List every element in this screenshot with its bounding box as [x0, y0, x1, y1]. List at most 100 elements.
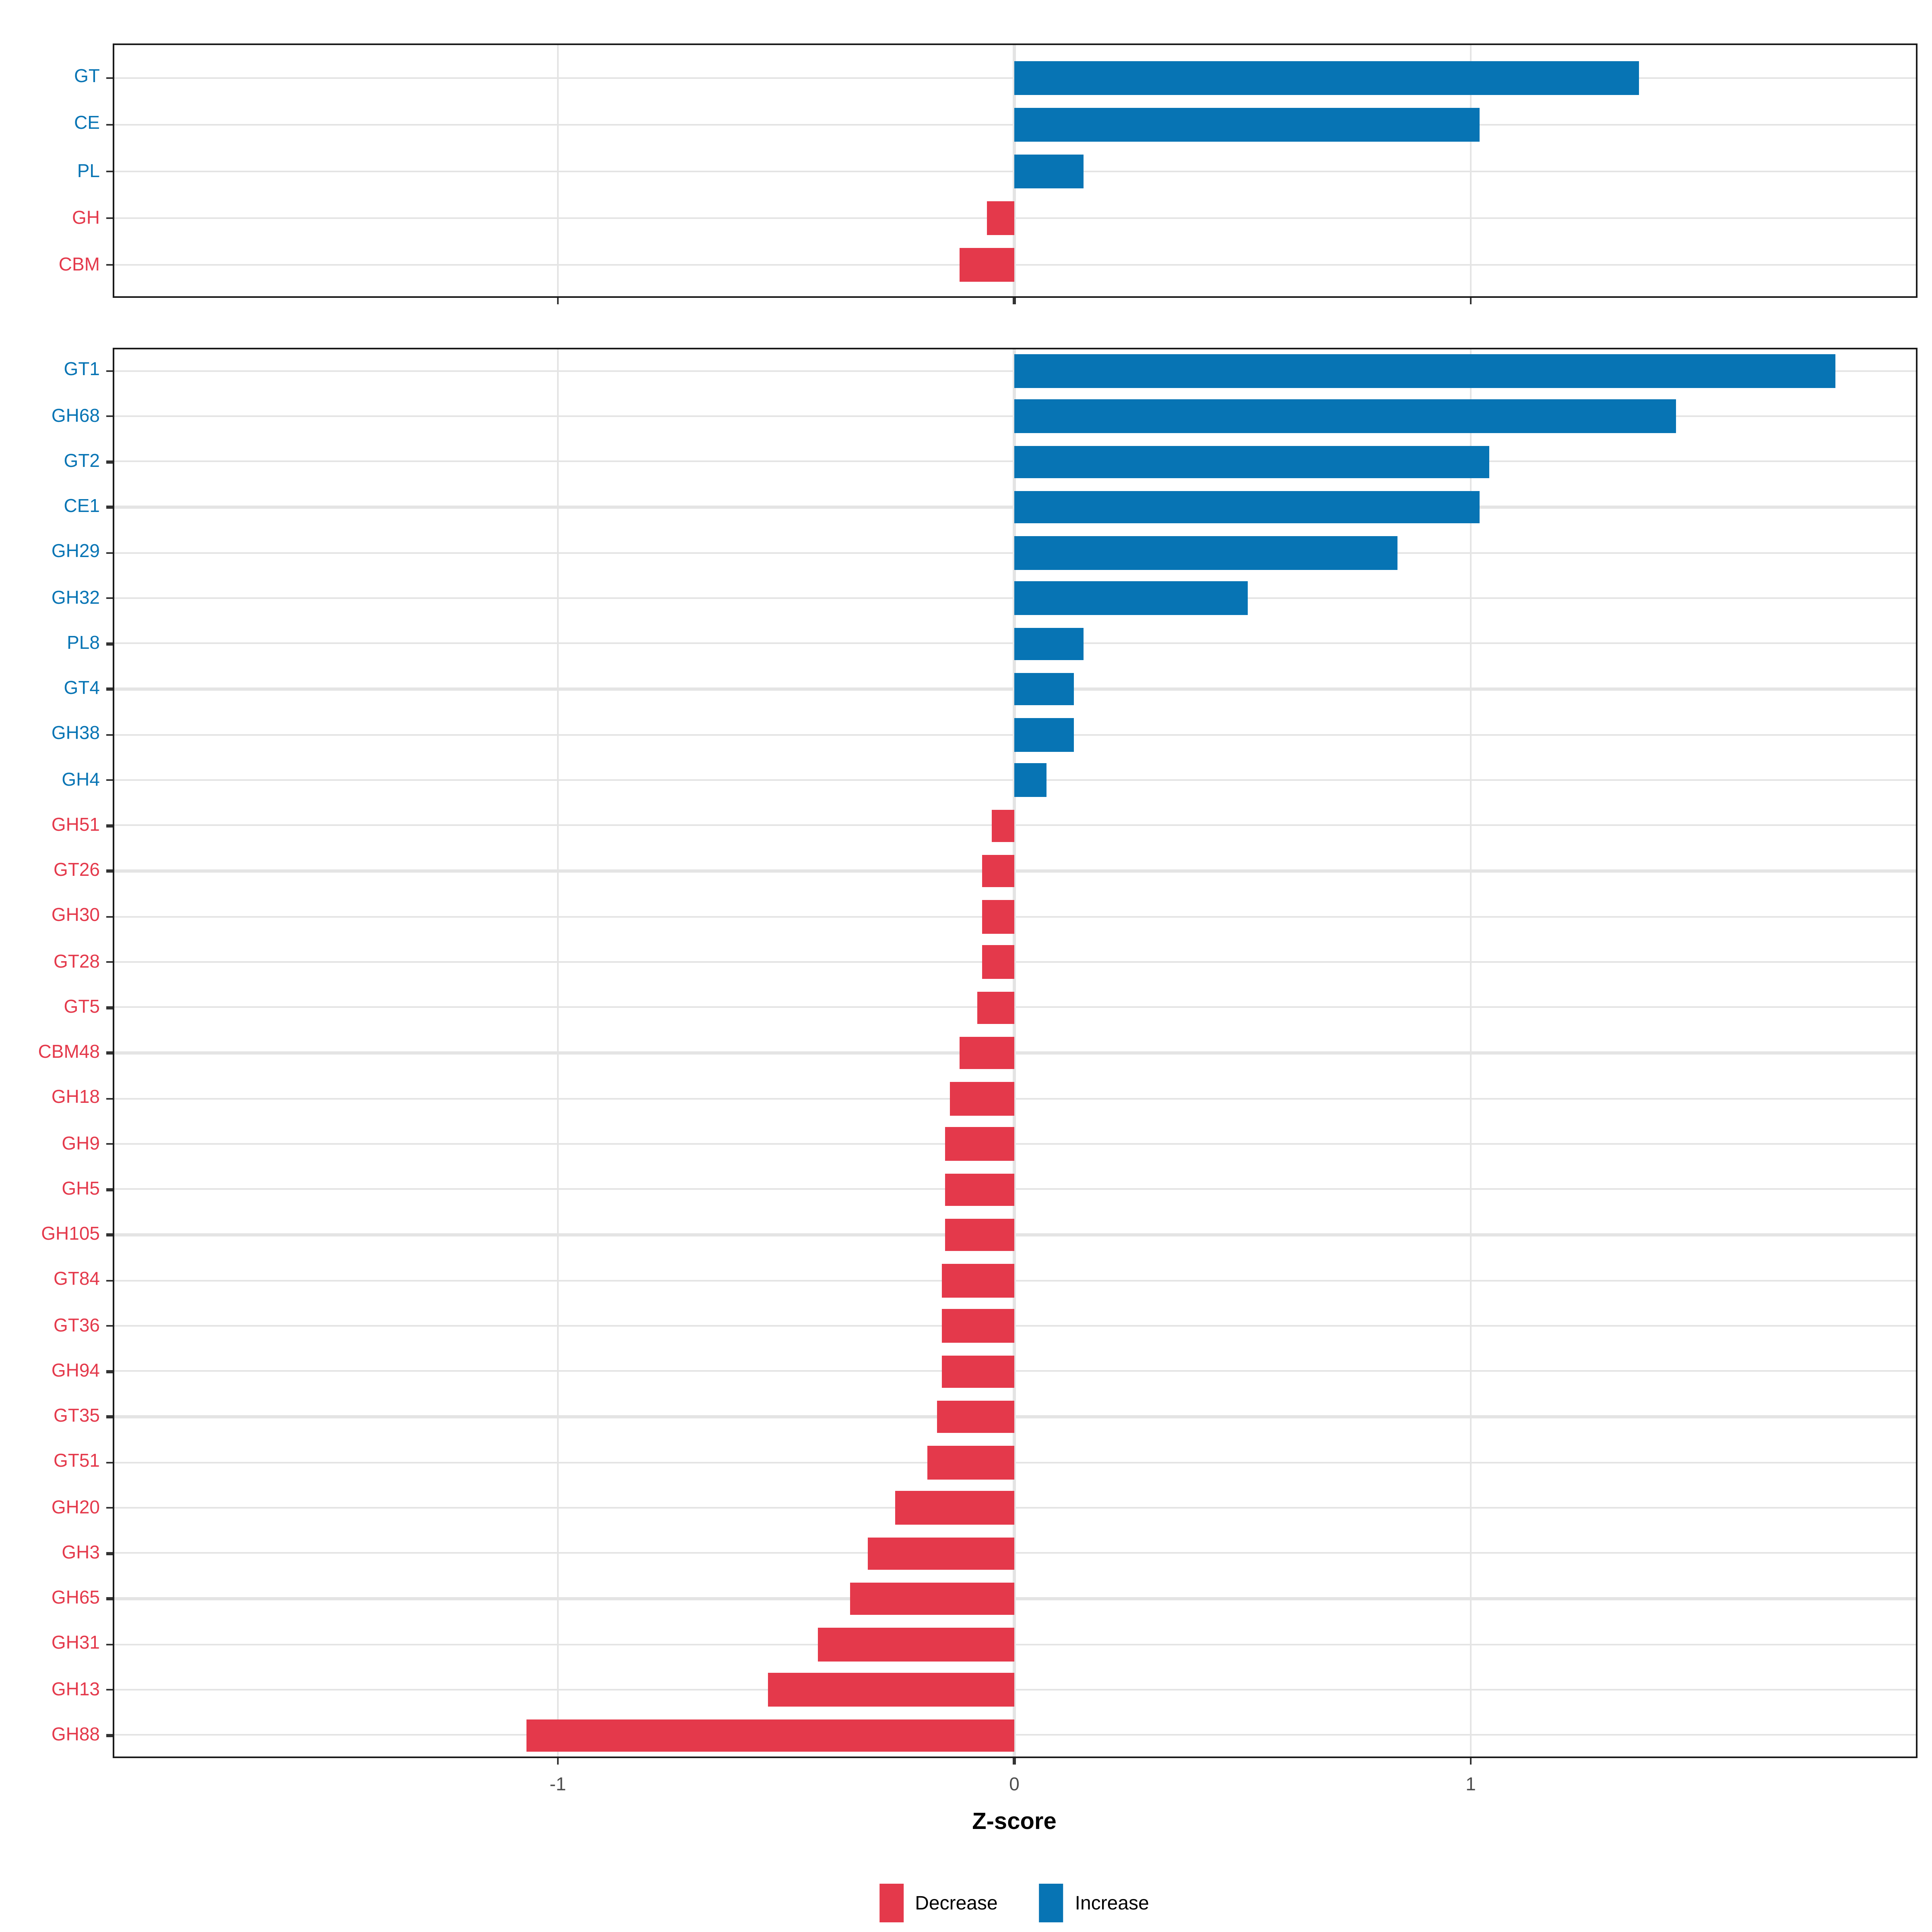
bar-gh38 — [1014, 718, 1074, 751]
y-tick-gh105 — [105, 1234, 113, 1236]
gridline-y-gh20 — [113, 1507, 1918, 1509]
bar-gh51 — [991, 809, 1014, 842]
gridline-x-0 — [1013, 43, 1016, 297]
gridline-y-gt5 — [113, 1006, 1918, 1009]
category-label-gh5: GH5 — [62, 1180, 100, 1199]
category-label-gh32: GH32 — [51, 588, 100, 608]
gridline-y-gh94 — [113, 1370, 1918, 1373]
y-tick-gh38 — [105, 733, 113, 736]
y-tick-gt — [105, 76, 113, 79]
category-label-gh31: GH31 — [51, 1635, 100, 1654]
bar-gt28 — [982, 945, 1014, 978]
bar-gt84 — [941, 1264, 1014, 1297]
y-tick-gh31 — [105, 1643, 113, 1645]
bar-gh31 — [818, 1628, 1014, 1661]
category-label-gt: GT — [74, 68, 100, 88]
category-label-gh29: GH29 — [51, 543, 100, 562]
gridline-y-gt35 — [113, 1416, 1918, 1418]
y-tick-gh9 — [105, 1143, 113, 1145]
gridline-y-gh105 — [113, 1234, 1918, 1236]
legend-key-decrease-swatch — [879, 1884, 904, 1922]
y-tick-gh65 — [105, 1598, 113, 1600]
bar-gh4 — [1014, 764, 1046, 797]
category-label-gh65: GH65 — [51, 1589, 100, 1608]
y-tick-gh4 — [105, 779, 113, 781]
gridline-x-1 — [1470, 43, 1472, 297]
gridline-y-gh — [113, 217, 1918, 220]
y-tick-ce1 — [105, 506, 113, 508]
y-tick-pl — [105, 170, 113, 173]
bar-gt — [1014, 61, 1640, 95]
bar-gh20 — [896, 1491, 1014, 1524]
category-label-cbm: CBM — [58, 255, 100, 275]
gridline-y-gh13 — [113, 1688, 1918, 1691]
gridline-y-cbm — [113, 264, 1918, 266]
y-tick-gh88 — [105, 1734, 113, 1736]
legend-item-increase: Increase — [1039, 1884, 1149, 1922]
y-tick-ce — [105, 123, 113, 126]
y-tick-gh94 — [105, 1370, 113, 1373]
gridline-y-gh88 — [113, 1734, 1918, 1736]
category-label-gh20: GH20 — [51, 1498, 100, 1517]
bar-gt35 — [937, 1400, 1014, 1433]
bar-gh105 — [945, 1218, 1014, 1251]
category-label-gt1: GT1 — [64, 361, 100, 380]
category-label-gh18: GH18 — [51, 1089, 100, 1108]
legend-item-decrease: Decrease — [879, 1884, 998, 1922]
category-label-gh13: GH13 — [51, 1680, 100, 1699]
y-tick-cbm — [105, 264, 113, 266]
category-label-ce1: CE1 — [64, 497, 100, 517]
category-label-gt36: GT36 — [53, 1316, 100, 1335]
y-tick-gt35 — [105, 1416, 113, 1418]
bar-gt1 — [1014, 354, 1836, 387]
y-tick-gt26 — [105, 870, 113, 872]
bar-gh30 — [982, 900, 1014, 933]
bar-pl8 — [1014, 627, 1083, 660]
category-label-gh: GH — [72, 208, 100, 228]
category-label-gt2: GT2 — [64, 452, 100, 471]
y-tick-gh29 — [105, 551, 113, 554]
gridline-y-gh18 — [113, 1097, 1918, 1100]
gridline-y-gt28 — [113, 961, 1918, 963]
gridline-y-gh31 — [113, 1643, 1918, 1645]
bar-gh — [987, 202, 1014, 235]
legend: Decrease Increase — [879, 1884, 1149, 1922]
y-tick-cbm48 — [105, 1052, 113, 1054]
y-tick-gh5 — [105, 1188, 113, 1191]
bar-gh3 — [868, 1537, 1014, 1570]
bar-gh94 — [941, 1355, 1014, 1388]
x-tick--1 — [557, 297, 559, 303]
category-label-gt35: GT35 — [53, 1407, 100, 1426]
bar-gh29 — [1014, 536, 1398, 569]
category-label-gh51: GH51 — [51, 816, 100, 835]
gridline-y-gt51 — [113, 1461, 1918, 1463]
x-tick-1 — [1470, 1758, 1472, 1765]
bar-gh13 — [768, 1673, 1014, 1706]
category-label-pl: PL — [77, 162, 100, 181]
bar-gh9 — [945, 1127, 1014, 1160]
y-tick-gh3 — [105, 1552, 113, 1554]
bar-gh65 — [850, 1582, 1014, 1615]
y-tick-gt28 — [105, 961, 113, 963]
gridline-y-cbm48 — [113, 1052, 1918, 1054]
category-label-gt84: GT84 — [53, 1271, 100, 1290]
gridline-y-gh9 — [113, 1143, 1918, 1145]
panel-cazyme-classes — [113, 43, 1918, 297]
y-tick-gt4 — [105, 688, 113, 690]
bar-pl — [1014, 155, 1083, 188]
category-label-gt51: GT51 — [53, 1453, 100, 1472]
bar-cbm48 — [959, 1036, 1014, 1069]
category-label-gh30: GH30 — [51, 907, 100, 926]
bar-gt4 — [1014, 673, 1074, 706]
bar-gh32 — [1014, 582, 1247, 615]
gridline-y-gt26 — [113, 870, 1918, 872]
bar-gt26 — [982, 855, 1014, 888]
y-tick-gh51 — [105, 824, 113, 827]
x-tick--1 — [557, 1758, 559, 1765]
x-tick-label-1: 1 — [1466, 1776, 1476, 1795]
category-label-gh94: GH94 — [51, 1362, 100, 1381]
bar-gh5 — [945, 1173, 1014, 1206]
bar-gh88 — [526, 1719, 1014, 1752]
